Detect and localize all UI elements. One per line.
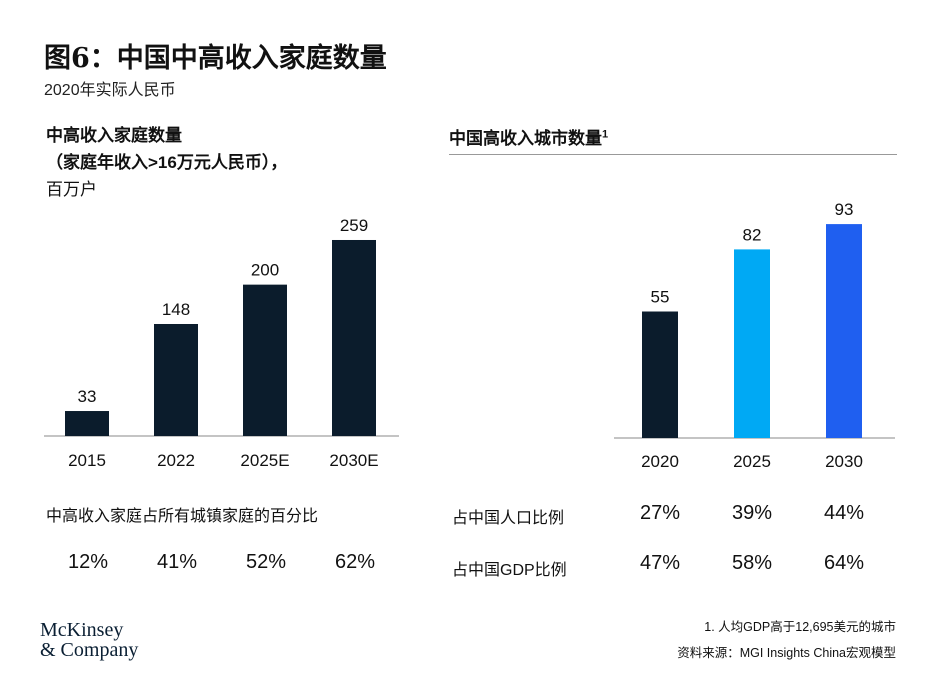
left-share-label: 中高收入家庭占所有城镇家庭的百分比 <box>46 508 319 525</box>
right-heading-text: 中国高收入城市数量 <box>449 129 602 148</box>
right-category-label: 2020 <box>641 452 679 471</box>
page-title: 图6：中国中高收入家庭数量 <box>44 43 387 74</box>
left-bar-2025E <box>243 284 287 436</box>
right-bar-2020 <box>642 311 678 438</box>
left-category-label: 2022 <box>157 451 195 470</box>
left-share-value: 12% <box>67 551 109 573</box>
page-subtitle: 2020年实际人民币 <box>44 82 176 99</box>
left-share-value: 41% <box>156 551 198 573</box>
left-chart-heading: 中高收入家庭数量 （家庭年收入>16万元人民币）， 百万户 <box>46 122 287 203</box>
logo-line2: & Company <box>40 639 139 661</box>
population-share-label: 占中国人口比例 <box>452 510 565 527</box>
left-bar-value-label: 259 <box>340 216 368 235</box>
mckinsey-logo: McKinsey & Company <box>40 620 138 660</box>
left-category-label: 2015 <box>68 451 106 470</box>
population-share-value: 27% <box>639 502 681 524</box>
gdp-share-value: 47% <box>639 552 681 574</box>
right-bar-2025 <box>734 249 770 438</box>
population-share-value: 44% <box>823 502 865 524</box>
right-category-label: 2025 <box>733 452 771 471</box>
left-heading-unit: 百万户 <box>46 180 97 199</box>
left-bar-2015 <box>65 411 109 436</box>
source-note: 资料来源：MGI Insights China宏观模型 <box>677 646 896 660</box>
population-share-value: 39% <box>731 502 773 524</box>
right-bar-value-label: 82 <box>743 225 762 244</box>
left-bar-value-label: 33 <box>78 387 97 406</box>
gdp-share-value: 64% <box>823 552 865 574</box>
right-bar-value-label: 55 <box>651 288 670 307</box>
gdp-share-value: 58% <box>731 552 773 574</box>
left-share-value: 52% <box>245 551 287 573</box>
right-bar-2030 <box>826 224 862 438</box>
right-bar-value-label: 93 <box>835 200 854 219</box>
gdp-share-label: 占中国GDP比例 <box>452 562 567 579</box>
footnote-marker: 1 <box>602 128 609 141</box>
left-category-label: 2030E <box>329 451 378 470</box>
left-bar-2030E <box>332 239 376 436</box>
footnote: 1. 人均GDP高于12,695美元的城市 <box>704 620 896 634</box>
left-heading-line1: 中高收入家庭数量 <box>46 126 182 145</box>
left-heading-line2: （家庭年收入>16万元人民币）， <box>46 153 288 172</box>
left-category-label: 2025E <box>240 451 289 470</box>
logo-line1: McKinsey <box>40 619 124 641</box>
left-bar-2022 <box>154 323 198 436</box>
left-share-value: 62% <box>334 551 376 573</box>
right-chart-heading: 中国高收入城市数量1 <box>449 124 608 149</box>
right-heading-rule <box>449 154 897 155</box>
right-category-label: 2030 <box>825 452 863 471</box>
left-bar-value-label: 148 <box>162 300 190 319</box>
left-bar-value-label: 200 <box>251 261 279 280</box>
